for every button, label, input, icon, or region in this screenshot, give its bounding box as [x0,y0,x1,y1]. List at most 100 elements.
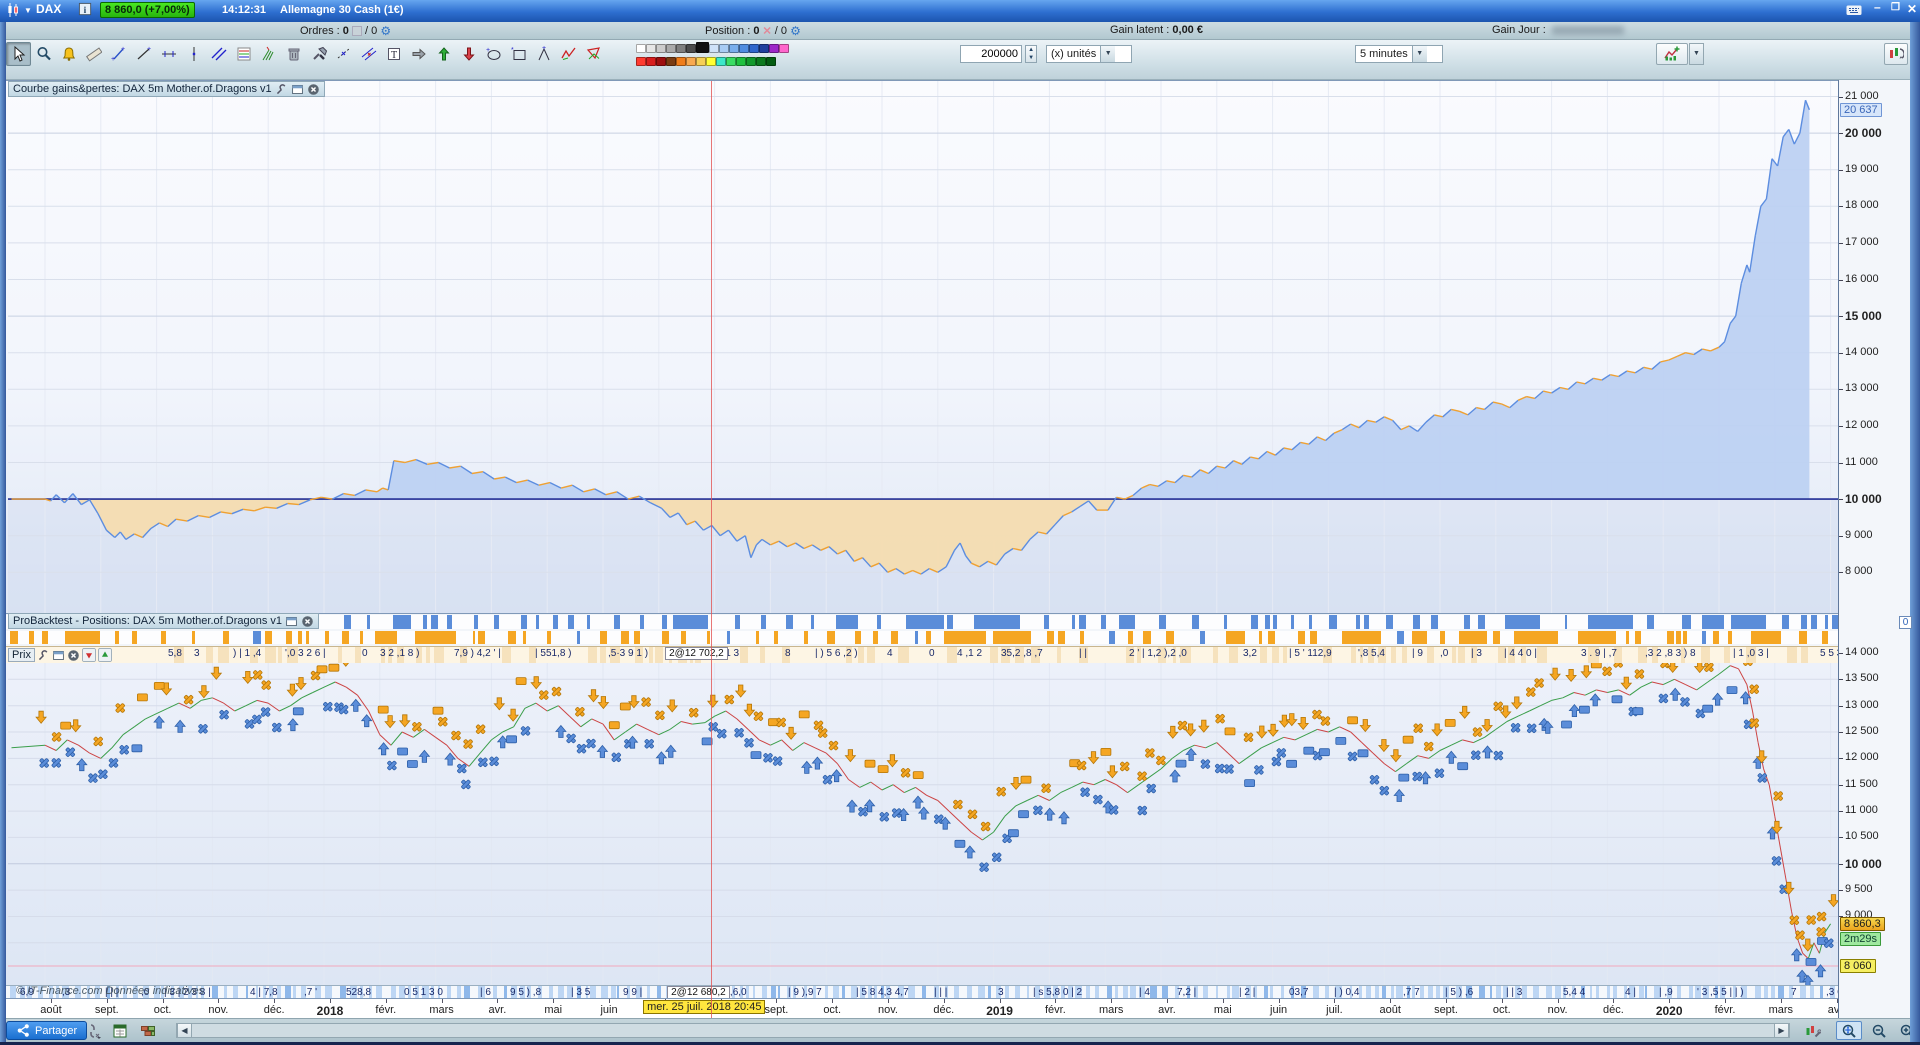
color-swatch[interactable] [636,44,646,53]
color-swatch[interactable] [696,42,709,53]
chevron-down-icon[interactable]: ▼ [24,6,32,15]
window-icon[interactable] [285,615,298,628]
orders-cancel-icon[interactable] [351,26,362,36]
tool-vertical-line[interactable] [181,42,206,66]
unit-select[interactable]: (x) unités ▼ [1046,45,1132,63]
position-settings-gear-icon[interactable]: ⚙ [790,24,801,38]
tool-settings[interactable] [306,42,331,66]
tool-parallel-lines[interactable] [206,42,231,66]
tool-segment[interactable]: + [131,42,156,66]
color-swatch[interactable] [656,57,666,66]
color-swatch[interactable] [766,57,776,66]
buy-arrow-icon[interactable] [97,648,112,662]
color-swatch[interactable] [736,57,746,66]
color-swatch[interactable] [739,44,749,53]
sell-arrow-icon[interactable] [81,648,96,662]
color-swatch[interactable] [709,44,719,53]
candlestick-icon[interactable] [5,2,21,18]
time-axis[interactable]: août sept. oct. nov. déc. 2018 févr. mars avr. ma… [6,998,1845,1018]
restore-button[interactable]: ❐ [1891,2,1900,13]
color-swatch[interactable] [646,44,656,53]
color-swatch[interactable] [706,57,716,66]
position-stripe [342,631,350,644]
tool-arrow-right[interactable] [406,42,431,66]
color-swatch[interactable] [686,44,696,53]
tool-text[interactable]: T [381,42,406,66]
link-tool-button[interactable] [84,1022,104,1039]
share-button[interactable]: Partager [6,1021,88,1040]
tool-ruler[interactable] [81,42,106,66]
prix-tab-label[interactable]: Prix [8,648,35,662]
positions-panel-tab[interactable]: ProBacktest - Positions: DAX 5m Mother.o… [8,613,320,629]
tool-fibonacci[interactable] [231,42,256,66]
chart-settings-button[interactable] [1800,1021,1826,1040]
zoom-fit-button[interactable] [1836,1021,1862,1040]
refresh-data-button[interactable] [1884,43,1908,65]
color-swatch[interactable] [636,57,646,66]
scroll-left-button[interactable]: ◀ [177,1023,192,1038]
keyboard-icon[interactable] [1846,2,1862,18]
info-icon[interactable]: i [78,2,93,17]
quantity-stepper[interactable]: ▲ ▼ [1025,45,1038,63]
color-swatch[interactable] [726,57,736,66]
scroll-right-button[interactable]: ▶ [1774,1023,1789,1038]
tool-extended-line[interactable] [156,42,181,66]
equity-panel-tab[interactable]: Courbe gains&pertes: DAX 5m Mother.of.Dr… [8,81,325,97]
window-icon[interactable] [291,83,304,96]
tool-ellipse[interactable]: + [481,42,506,66]
color-swatch[interactable] [719,44,729,53]
color-swatch[interactable] [676,57,686,66]
horizontal-scrollbar[interactable] [176,1023,1790,1038]
wrench-icon[interactable] [37,649,50,662]
color-swatch[interactable] [729,44,739,53]
add-indicator-dropdown[interactable]: ▼ [1689,43,1704,65]
tool-arrow-up[interactable] [431,42,456,66]
orders-settings-gear-icon[interactable]: ⚙ [380,24,392,38]
color-swatch[interactable] [666,44,676,53]
tool-arrow-down[interactable] [456,42,481,66]
close-icon[interactable] [67,649,80,662]
color-swatch[interactable] [769,44,779,53]
position-stripe [114,631,120,644]
color-swatch[interactable] [696,57,706,66]
color-swatch[interactable] [686,57,696,66]
tool-channel[interactable] [356,42,381,66]
renko-bricks-button[interactable] [138,1022,158,1039]
symbol-label[interactable]: DAX [36,2,62,16]
zoom-out-button[interactable] [1866,1021,1892,1040]
color-swatch[interactable] [666,57,676,66]
color-swatch[interactable] [746,57,756,66]
add-indicator-button[interactable] [1656,43,1688,65]
tool-rectangle[interactable]: * [506,42,531,66]
tool-zoom[interactable] [31,42,56,66]
minimize-button[interactable]: – [1874,0,1881,14]
color-swatch[interactable] [656,44,666,53]
tool-delete[interactable] [281,42,306,66]
color-swatch[interactable] [779,44,789,53]
tool-triangle[interactable]: + [531,42,556,66]
close-icon[interactable] [301,615,314,628]
close-icon[interactable] [307,83,320,96]
tool-alerts[interactable] [56,42,81,66]
position-close-icon[interactable]: ✕ [762,25,772,38]
timeframe-select[interactable]: 5 minutes ▼ [1355,45,1443,63]
tool-zigzag[interactable] [556,42,581,66]
color-swatch[interactable] [716,57,726,66]
trade-pnl-fragment: ,3 2 ,8 3 ) 8 [1645,648,1696,659]
wrench-icon[interactable] [275,83,288,96]
color-swatch[interactable] [759,44,769,53]
color-swatch[interactable] [756,57,766,66]
tool-pattern[interactable] [581,42,606,66]
tool-dashed-line[interactable] [331,42,356,66]
quantity-input[interactable] [960,45,1022,63]
tool-pencil[interactable]: + + [106,42,131,66]
export-table-button[interactable] [110,1022,130,1039]
price-axis-column[interactable]: 8 000 9 000 10 000 11 000 12 000 13 000 14 000… [1838,80,1910,1018]
window-icon[interactable] [52,649,65,662]
color-swatch[interactable] [676,44,686,53]
tool-pointer[interactable] [6,42,31,66]
close-button[interactable]: ✕ [1907,2,1918,16]
color-swatch[interactable] [749,44,759,53]
tool-pitchfork[interactable] [256,42,281,66]
color-swatch[interactable] [646,57,656,66]
